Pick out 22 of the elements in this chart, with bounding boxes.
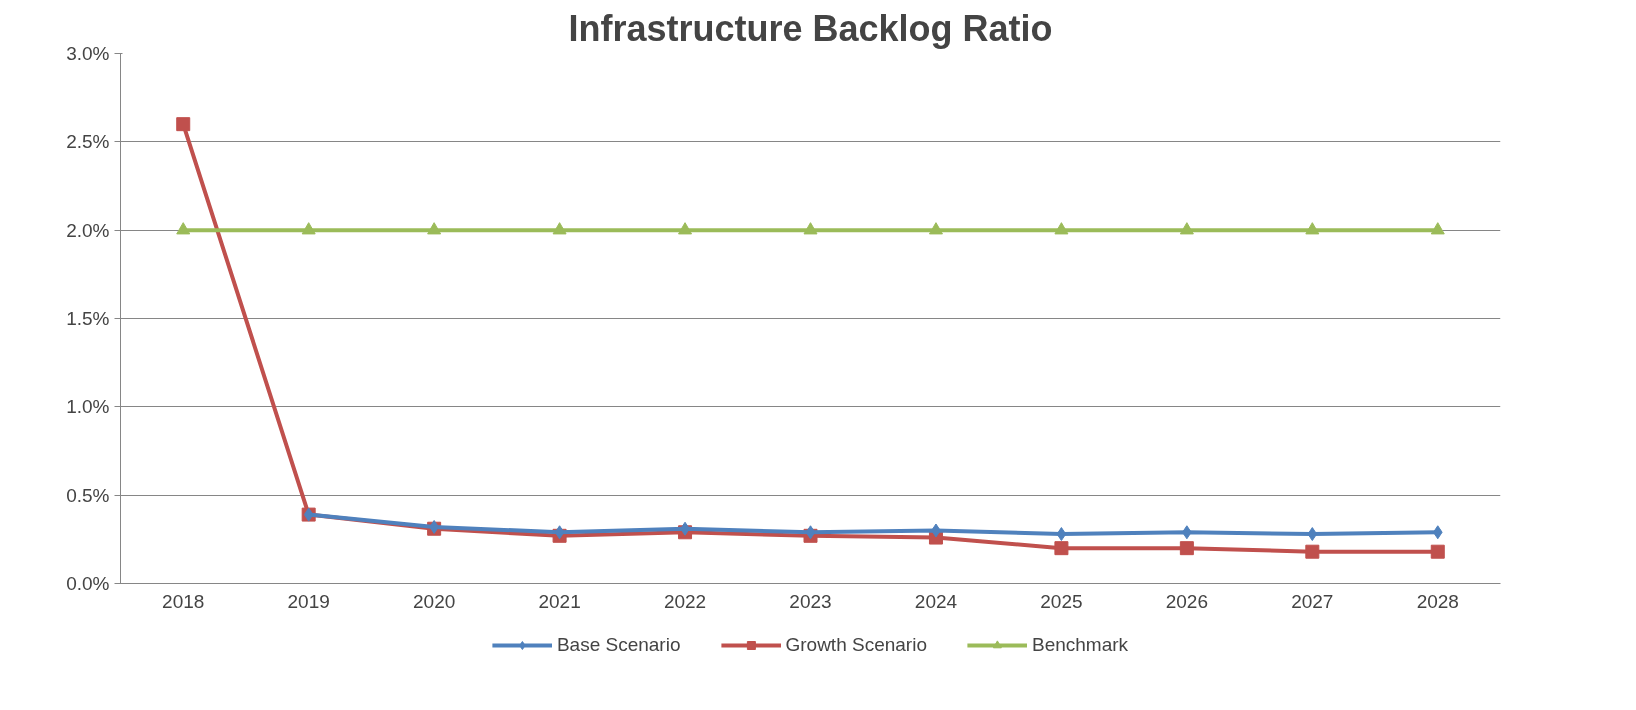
x-tick-label: 2023	[789, 590, 832, 612]
y-tick-label: 2.5%	[66, 131, 110, 153]
y-tick-label: 1.5%	[66, 308, 110, 329]
legend-label: Base Scenario	[556, 634, 681, 656]
x-tick-label: 2021	[538, 590, 581, 612]
x-tick-label: 2020	[413, 590, 456, 612]
chart-title: Infrastructure Backlog Ratio	[568, 7, 1053, 49]
y-tick-label: 3.0%	[66, 43, 110, 64]
x-tick-label: 2028	[1416, 590, 1459, 612]
x-tick-label: 2019	[287, 590, 330, 612]
x-tick-label: 2027	[1291, 590, 1334, 612]
x-tick-label: 2018	[162, 590, 205, 612]
x-tick-label: 2025	[1040, 590, 1083, 612]
y-tick-label: 0.5%	[66, 484, 110, 506]
y-tick-label: 2.0%	[66, 219, 110, 241]
y-tick-label: 1.0%	[66, 396, 110, 418]
legend-label: Growth Scenario	[785, 634, 927, 656]
legend-label: Benchmark	[1031, 634, 1129, 656]
x-tick-label: 2026	[1165, 590, 1209, 612]
x-tick-label: 2022	[663, 590, 707, 612]
x-tick-label: 2024	[914, 590, 958, 612]
y-tick-label: 0.0%	[66, 573, 110, 594]
